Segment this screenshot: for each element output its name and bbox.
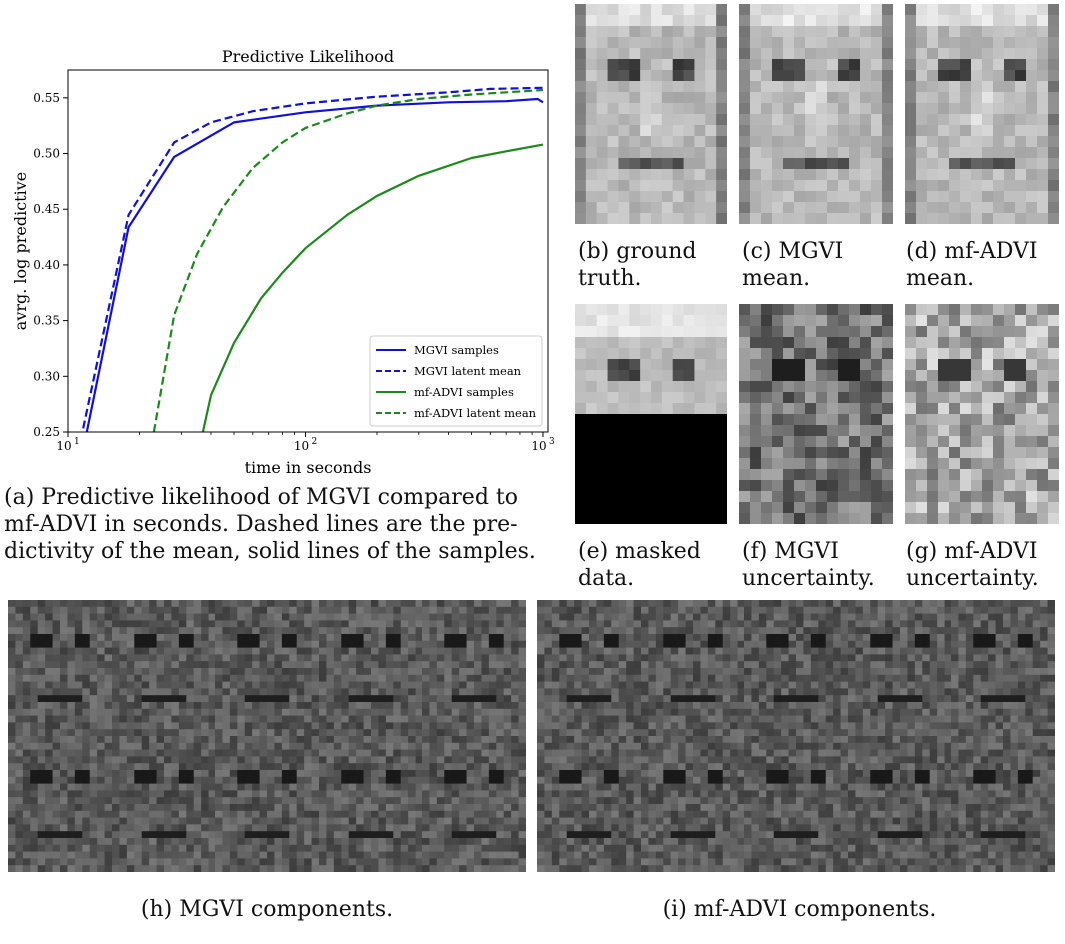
ground-truth-face-image	[575, 4, 727, 224]
y-axis-label: avrg. log predictive	[11, 172, 30, 330]
mfadvi-components-grid	[537, 600, 1055, 872]
y-tick-label: 0.25	[33, 425, 60, 439]
y-tick-label: 0.40	[33, 258, 60, 272]
x-tick-exponent: 1	[74, 437, 80, 447]
caption-a-line2: mf-ADVI in seconds. Dashed lines are the…	[4, 512, 518, 537]
component-face-image	[537, 600, 642, 740]
caption-a: (a) Predictive likelihood of MGVI compar…	[4, 484, 564, 565]
component-face-image	[951, 600, 1055, 740]
mfadvi-mean-face-image	[905, 4, 1059, 224]
y-tick-label: 0.45	[33, 202, 60, 216]
component-face-image	[951, 736, 1055, 872]
component-face-image	[422, 600, 526, 740]
mgvi-mean-face-image	[739, 4, 893, 224]
caption-b: (b) ground truth.	[578, 239, 697, 291]
x-tick-exponent: 2	[311, 437, 317, 447]
chart-title: Predictive Likelihood	[222, 47, 394, 66]
mfadvi-uncertainty-image	[905, 304, 1059, 524]
component-face-image	[422, 736, 526, 872]
caption-a-line1: (a) Predictive likelihood of MGVI compar…	[4, 485, 518, 510]
x-tick-label: 10	[531, 439, 546, 453]
series-line-3	[152, 88, 544, 432]
component-face-image	[111, 736, 217, 872]
legend-box	[369, 335, 543, 427]
component-face-image	[744, 600, 849, 740]
x-tick-label: 10	[294, 439, 309, 453]
series-line-0	[85, 97, 544, 432]
plot-frame	[67, 69, 549, 433]
component-face-image	[640, 736, 746, 872]
component-face-image	[847, 600, 953, 740]
caption-h: (h) MGVI components.	[140, 897, 394, 922]
series-line-2	[201, 143, 544, 432]
component-face-image	[640, 600, 746, 740]
caption-c: (c) MGVI mean.	[742, 239, 844, 291]
mgvi-components-grid	[8, 600, 526, 872]
component-face-image	[744, 736, 849, 872]
component-face-image	[8, 736, 113, 872]
x-tick-label: 10	[56, 439, 71, 453]
legend-entry: mf-ADVI latent mean	[414, 406, 537, 420]
component-face-image	[111, 600, 217, 740]
caption-d: (d) mf-ADVI mean.	[906, 239, 1038, 291]
component-face-image	[537, 736, 642, 872]
series-line-1	[81, 86, 544, 432]
x-tick-exponent: 3	[549, 437, 555, 447]
x-axis-label: time in seconds	[245, 458, 372, 477]
y-tick-label: 0.30	[33, 369, 60, 383]
caption-f: (f) MGVI uncertainty.	[742, 539, 875, 591]
component-face-image	[215, 600, 320, 740]
caption-i: (i) mf-ADVI components.	[662, 897, 937, 922]
legend-entry: MGVI samples	[414, 343, 499, 357]
mgvi-uncertainty-image	[739, 304, 893, 524]
component-face-image	[847, 736, 953, 872]
component-face-image	[215, 736, 320, 872]
y-tick-label: 0.35	[33, 314, 60, 328]
component-face-image	[318, 736, 424, 872]
masked-data-face-image	[575, 304, 727, 524]
component-face-image	[8, 600, 113, 740]
caption-e: (e) masked data.	[578, 539, 701, 591]
caption-a-line3: dictivity of the mean, solid lines of th…	[4, 539, 536, 564]
legend-entry: mf-ADVI samples	[414, 385, 514, 399]
legend-entry: MGVI latent mean	[414, 364, 522, 378]
y-tick-label: 0.50	[33, 147, 60, 161]
caption-g: (g) mf-ADVI uncertainty.	[906, 539, 1039, 591]
y-tick-label: 0.55	[33, 91, 60, 105]
component-face-image	[318, 600, 424, 740]
